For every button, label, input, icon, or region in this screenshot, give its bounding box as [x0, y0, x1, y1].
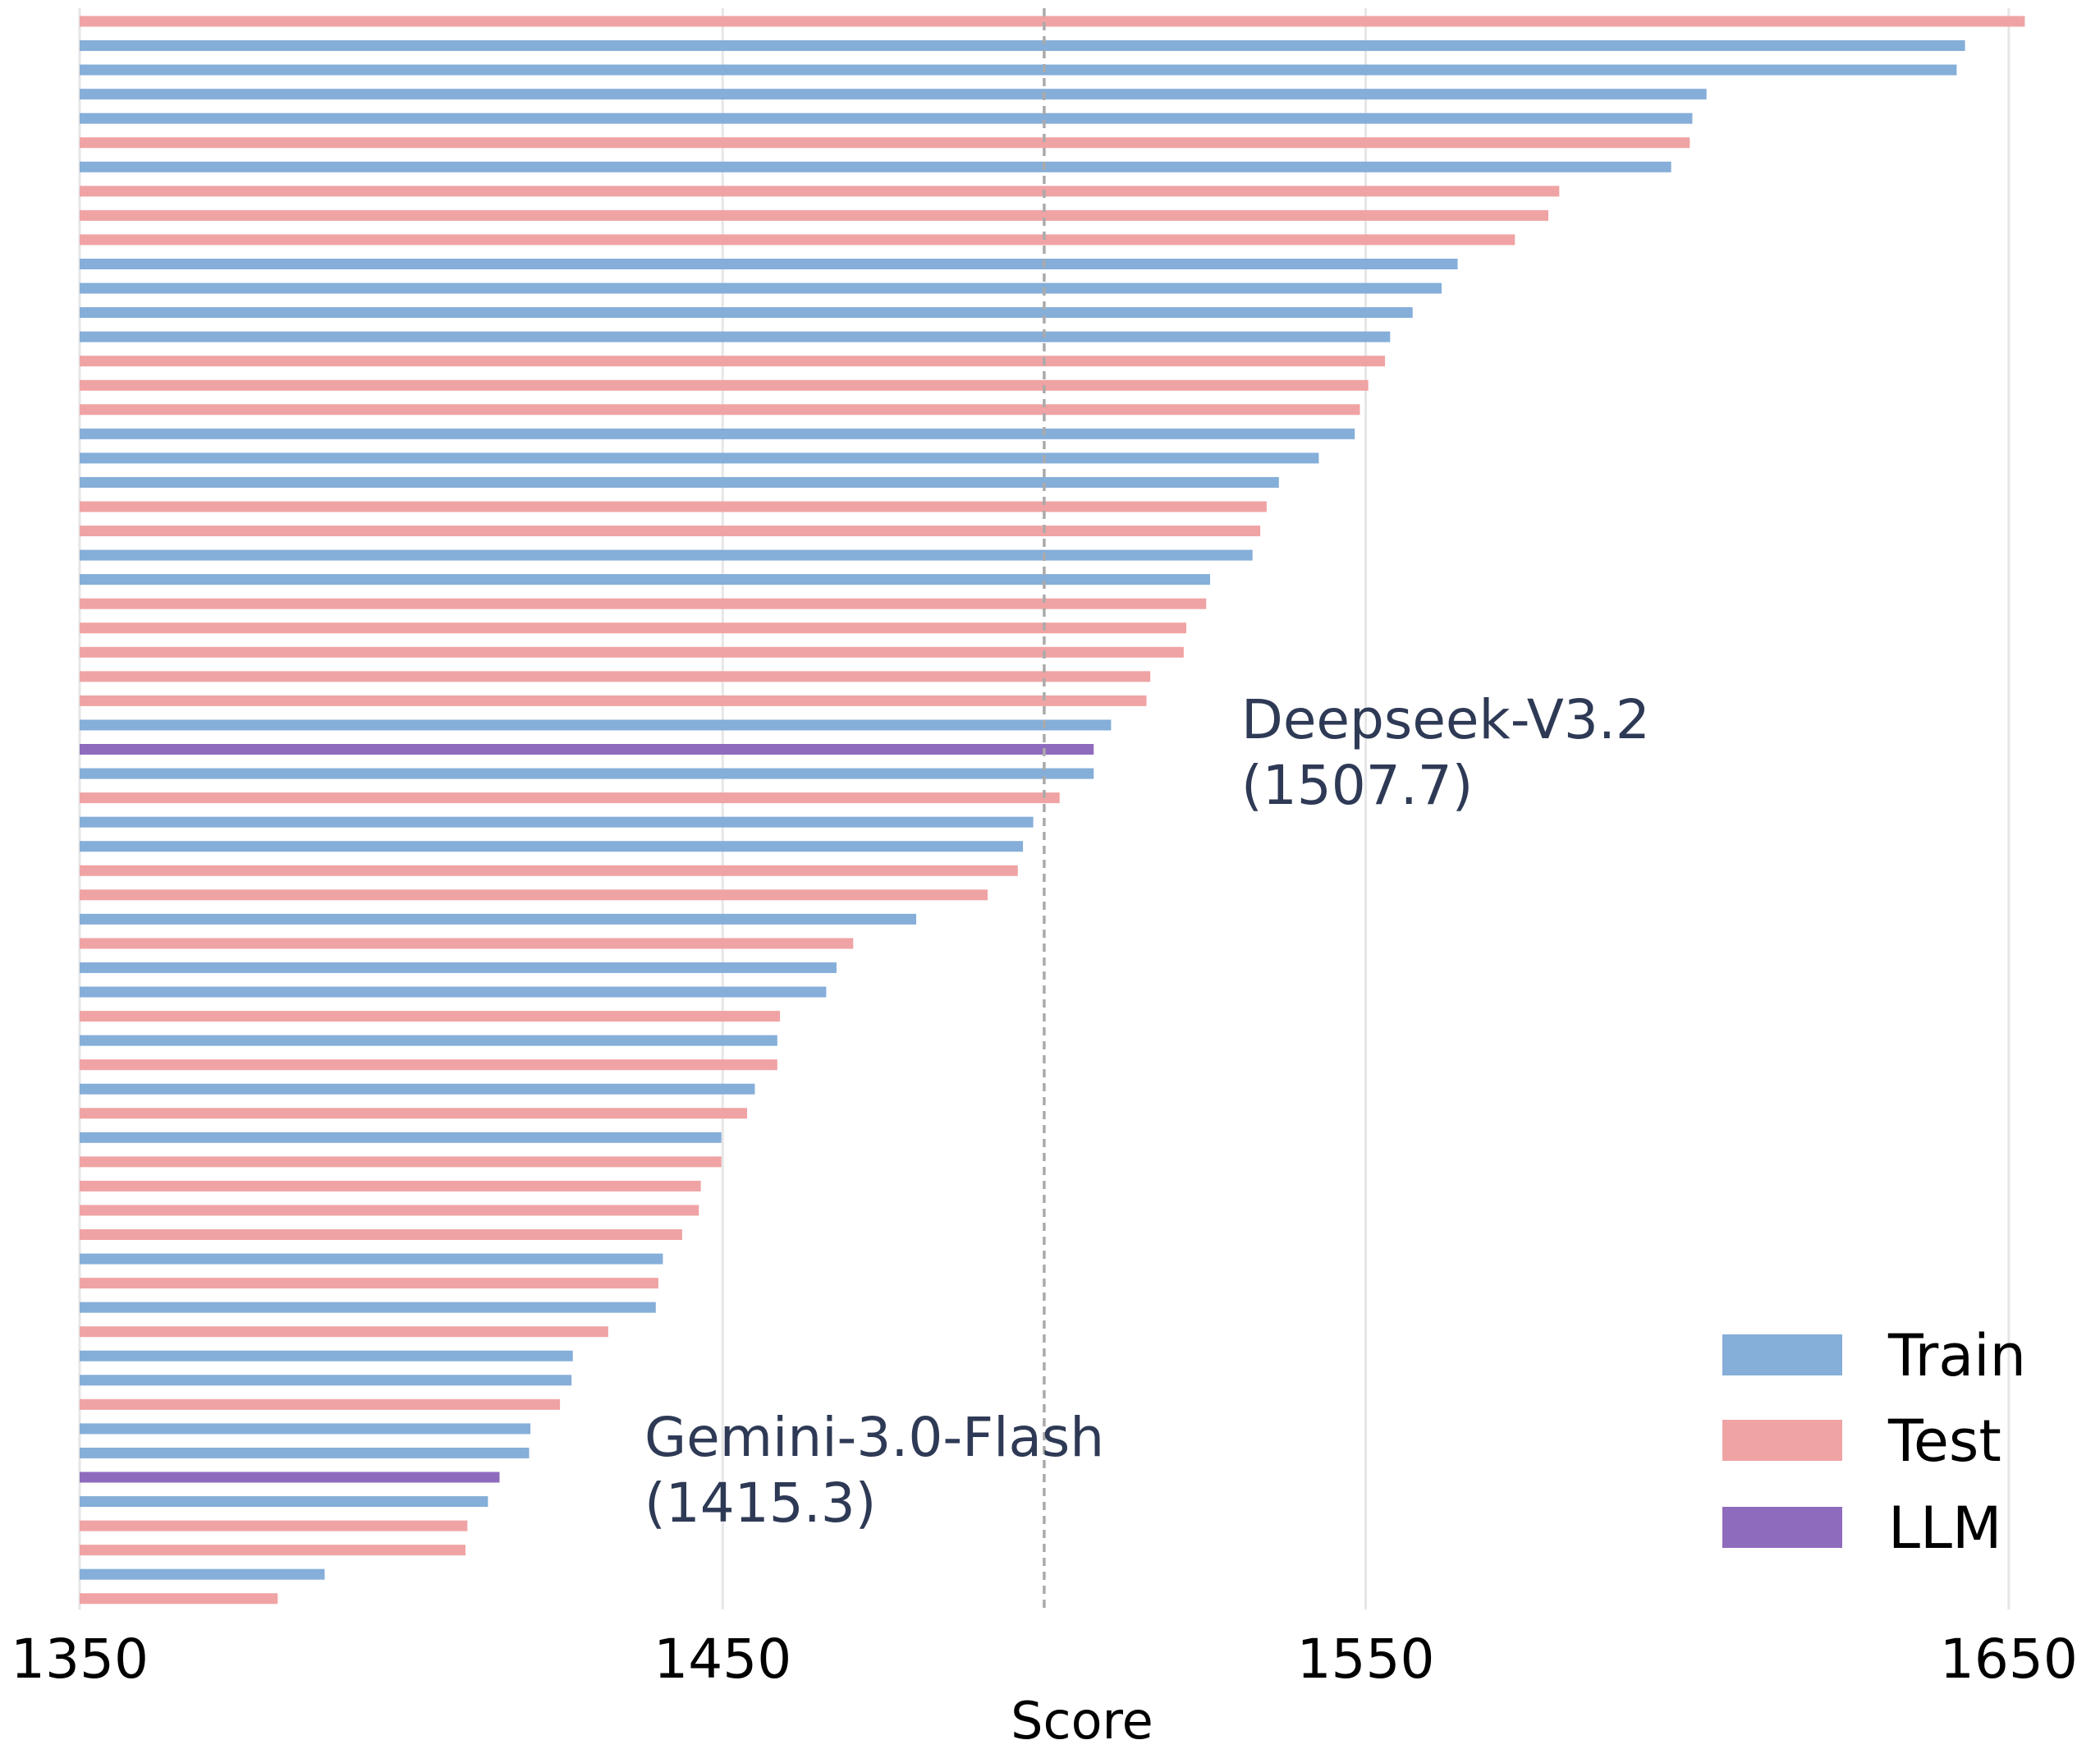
annotation-name: Deepseek-V3.2: [1241, 688, 1650, 751]
bar-test: [80, 501, 1267, 512]
legend-label-train: Train: [1887, 1322, 2026, 1389]
bar-train: [80, 1375, 572, 1386]
bar-test: [80, 16, 2025, 27]
bar-test: [80, 379, 1369, 391]
bar-test: [80, 938, 854, 949]
bar-llm: [80, 744, 1094, 755]
bar-train: [80, 816, 1034, 828]
bar-test: [80, 137, 1690, 149]
legend: Train Test LLM: [1722, 1322, 2026, 1562]
bar-test: [80, 1278, 658, 1289]
bar-test: [80, 1229, 682, 1240]
bar-train: [80, 574, 1211, 585]
legend-label-llm: LLM: [1888, 1495, 2001, 1562]
bar-train: [80, 161, 1671, 172]
bar-test: [80, 1108, 748, 1119]
bar-test: [80, 209, 1549, 221]
legend-label-test: Test: [1887, 1407, 2001, 1475]
bar-train: [80, 259, 1458, 269]
annotation-score: (1507.7): [1241, 754, 1473, 817]
bar-test: [80, 234, 1515, 246]
x-tick-label: 1650: [1940, 1628, 2078, 1691]
bar-test: [80, 356, 1386, 367]
bar-train: [80, 962, 837, 973]
bar-train: [80, 549, 1253, 561]
bars: [80, 16, 2025, 1605]
x-axis-label: Score: [1011, 1691, 1153, 1751]
bar-test: [80, 1059, 777, 1071]
annotation-score: (1415.3): [644, 1472, 876, 1535]
x-tick-labels: 1350 1450 1550 1650: [11, 1628, 2078, 1691]
bar-train: [80, 1496, 488, 1508]
bar-test: [80, 598, 1207, 609]
bar-train: [80, 1447, 530, 1458]
bar-train: [80, 476, 1279, 488]
legend-swatch-test: [1722, 1420, 1842, 1461]
bar-test: [80, 1398, 561, 1410]
bar-test: [80, 1520, 468, 1531]
bar-test: [80, 1545, 465, 1556]
bar-train: [80, 719, 1112, 731]
bar-train: [80, 1083, 755, 1095]
bar-test: [80, 1011, 780, 1022]
bar-train: [80, 1253, 663, 1265]
bar-test: [80, 1156, 722, 1168]
x-tick-label: 1550: [1297, 1628, 1435, 1691]
bar-test: [80, 695, 1147, 706]
bar-test: [80, 1205, 699, 1216]
legend-swatch-llm: [1722, 1507, 1842, 1548]
bar-test: [80, 865, 1018, 876]
annotations: Deepseek-V3.2(1507.7) Gemini-3.0-Flash(14…: [644, 688, 1650, 1535]
bar-train: [80, 986, 827, 998]
legend-swatch-train: [1722, 1334, 1842, 1375]
bar-test: [80, 1593, 278, 1605]
bar-test: [80, 1180, 701, 1192]
bar-train: [80, 913, 917, 925]
bar-test: [80, 622, 1187, 634]
bar-test: [80, 1326, 608, 1338]
bar-train: [80, 64, 1957, 76]
bar-train: [80, 331, 1391, 342]
gridlines: [78, 8, 2011, 1609]
bar-train: [80, 452, 1319, 464]
bar-train: [80, 282, 1442, 294]
x-tick-label: 1350: [11, 1628, 149, 1691]
bar-train: [80, 1035, 777, 1046]
bar-llm: [80, 1472, 500, 1483]
bar-test: [80, 404, 1360, 416]
bar-test: [80, 671, 1151, 682]
bar-train: [80, 307, 1413, 319]
bar-train: [80, 1423, 531, 1435]
bar-train: [80, 112, 1693, 124]
annotation-name: Gemini-3.0-Flash: [644, 1406, 1104, 1469]
bar-train: [80, 1568, 325, 1580]
bar-train: [80, 428, 1355, 439]
bar-test: [80, 526, 1261, 537]
bar-test: [80, 889, 988, 901]
bar-train: [80, 89, 1707, 100]
bar-train: [80, 1302, 656, 1313]
bar-train: [80, 768, 1094, 779]
bar-test: [80, 646, 1184, 658]
bar-train: [80, 40, 1965, 52]
bar-train: [80, 1132, 722, 1143]
bar-test: [80, 792, 1060, 804]
bar-test: [80, 186, 1560, 197]
x-tick-label: 1450: [653, 1628, 791, 1691]
bar-train: [80, 841, 1024, 852]
bar-train: [80, 1350, 573, 1361]
